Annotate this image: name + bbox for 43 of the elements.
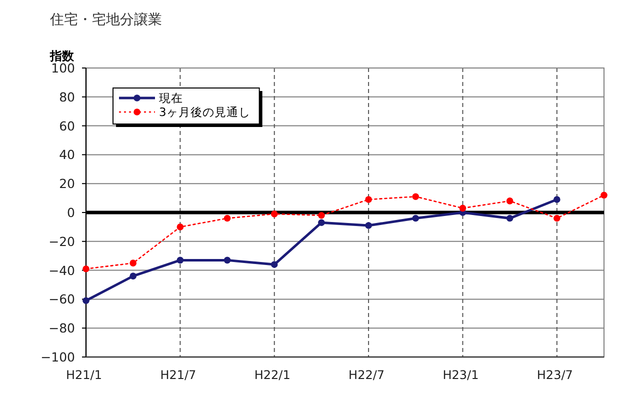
y-tick-label: −100 <box>40 350 76 364</box>
y-tick-label: 0 <box>67 205 76 220</box>
chart-title: 住宅・宅地分譲業 <box>49 12 162 28</box>
point <box>224 256 231 264</box>
point <box>506 198 514 204</box>
x-tick-label: H21/7 <box>160 368 196 382</box>
y-tick-label: 100 <box>51 60 76 76</box>
x-tick-label: H22/1 <box>254 368 290 382</box>
x-tick-label: H21/1 <box>66 368 102 382</box>
legend-label: 3ヶ月後の見通し <box>159 105 250 119</box>
y-tick-label: 20 <box>59 176 76 192</box>
point <box>412 214 420 222</box>
point <box>365 196 372 203</box>
y-tick-label: −40 <box>48 262 76 278</box>
legend-label: 現在 <box>159 91 183 105</box>
point <box>554 214 560 222</box>
point <box>506 214 514 222</box>
point <box>365 222 372 229</box>
y-tick-label: 60 <box>59 118 76 134</box>
point <box>318 212 325 219</box>
point <box>82 297 90 304</box>
y-tick-label: −80 <box>48 320 76 336</box>
y-tick-label: −20 <box>48 234 76 249</box>
point <box>130 272 136 280</box>
x-tick-label: H23/1 <box>442 368 479 382</box>
y-tick-label: −60 <box>48 292 76 307</box>
point <box>600 192 608 199</box>
point <box>459 204 466 212</box>
x-tick-label: H22/7 <box>348 368 385 382</box>
point <box>176 256 184 264</box>
point <box>130 260 136 266</box>
y-tick-label: 40 <box>59 147 76 162</box>
y-tick-label: 80 <box>59 89 76 104</box>
point <box>270 261 278 268</box>
point <box>176 224 184 230</box>
point <box>224 214 231 222</box>
point <box>554 196 560 203</box>
point <box>412 193 420 200</box>
point <box>318 219 325 226</box>
y-axis-title: 指数 <box>49 49 75 63</box>
x-tick-label: H23/7 <box>536 368 573 382</box>
point <box>270 210 278 218</box>
point <box>82 265 90 272</box>
